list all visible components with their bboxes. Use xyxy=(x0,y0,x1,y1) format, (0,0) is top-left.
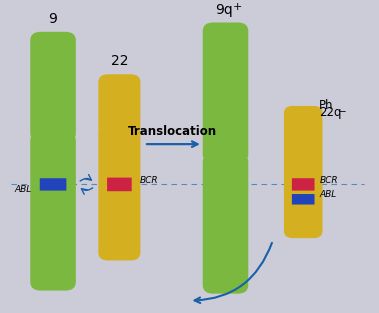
FancyBboxPatch shape xyxy=(40,178,66,191)
FancyBboxPatch shape xyxy=(30,132,76,290)
FancyBboxPatch shape xyxy=(284,143,323,238)
Text: BCR: BCR xyxy=(319,176,338,185)
Text: ABL: ABL xyxy=(14,186,31,194)
FancyBboxPatch shape xyxy=(99,125,140,260)
FancyBboxPatch shape xyxy=(30,32,76,142)
FancyBboxPatch shape xyxy=(292,194,315,205)
Polygon shape xyxy=(113,127,126,132)
FancyBboxPatch shape xyxy=(284,106,323,154)
Text: 22: 22 xyxy=(111,54,128,68)
Text: Translocation: Translocation xyxy=(128,125,217,138)
Text: 22q: 22q xyxy=(319,106,342,119)
Text: 9: 9 xyxy=(49,13,58,26)
Text: 9q: 9q xyxy=(215,3,232,17)
FancyBboxPatch shape xyxy=(203,23,248,163)
Text: +: + xyxy=(233,3,242,13)
Polygon shape xyxy=(297,147,309,150)
FancyArrowPatch shape xyxy=(194,243,272,303)
Text: −: − xyxy=(338,107,347,117)
Text: Ph: Ph xyxy=(319,99,334,112)
Text: ABL: ABL xyxy=(319,190,337,199)
FancyBboxPatch shape xyxy=(292,178,315,191)
FancyBboxPatch shape xyxy=(203,153,248,294)
Text: BCR: BCR xyxy=(140,176,159,185)
FancyBboxPatch shape xyxy=(107,177,132,191)
Polygon shape xyxy=(218,154,233,162)
Polygon shape xyxy=(46,133,61,141)
FancyBboxPatch shape xyxy=(99,74,140,135)
